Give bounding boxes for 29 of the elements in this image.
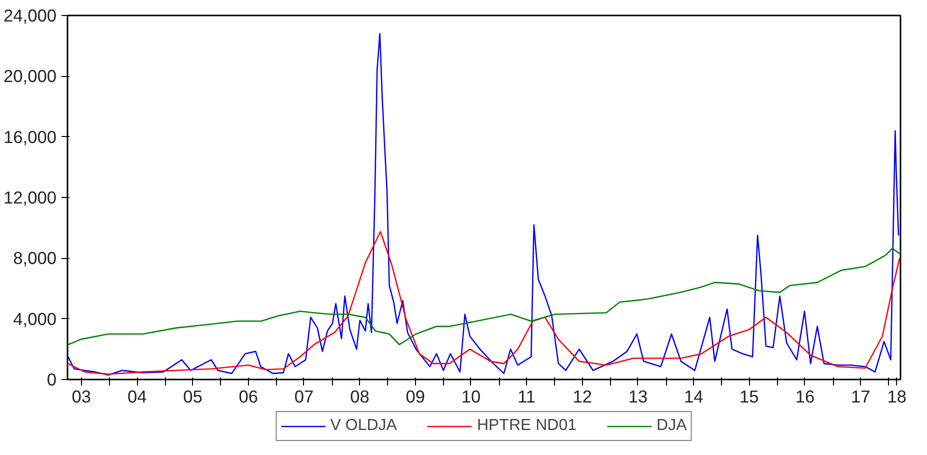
y-tick-label: 0 <box>46 370 57 390</box>
x-tick-label: 08 <box>350 386 370 406</box>
y-tick-label: 12,000 <box>4 188 56 208</box>
y-tick-label: 4,000 <box>13 308 57 329</box>
x-tick-label: 05 <box>183 386 202 406</box>
x-tick-label: 09 <box>406 386 425 406</box>
x-tick-label: 04 <box>127 386 148 406</box>
line-series <box>68 230 900 375</box>
legend-label: V OLDJA <box>330 417 397 435</box>
y-tick-label: 20,000 <box>4 66 56 86</box>
x-tick-label: 17 <box>850 386 870 406</box>
x-tick-label: 03 <box>72 386 92 406</box>
y-tick-label: 8,000 <box>13 248 57 268</box>
y-tick-label: 24,000 <box>4 6 56 26</box>
legend-label: DJA <box>656 417 687 435</box>
line-series <box>68 33 900 376</box>
x-tick-label: 16 <box>795 386 815 406</box>
x-tick-label: 10 <box>461 386 481 406</box>
x-tick-label: 06 <box>238 386 258 406</box>
y-tick-label: 16,000 <box>4 126 56 147</box>
x-tick-label: 18 <box>887 386 906 406</box>
x-tick-label: 14 <box>684 386 704 406</box>
x-tick-label: 15 <box>740 386 759 406</box>
x-tick-label: 13 <box>628 386 648 406</box>
x-tick-label: 12 <box>572 386 592 406</box>
x-tick-label: 11 <box>518 386 536 406</box>
legend-label: HPTRE ND01 <box>476 417 577 435</box>
line-series <box>68 248 900 346</box>
x-tick-label: 07 <box>294 386 314 406</box>
